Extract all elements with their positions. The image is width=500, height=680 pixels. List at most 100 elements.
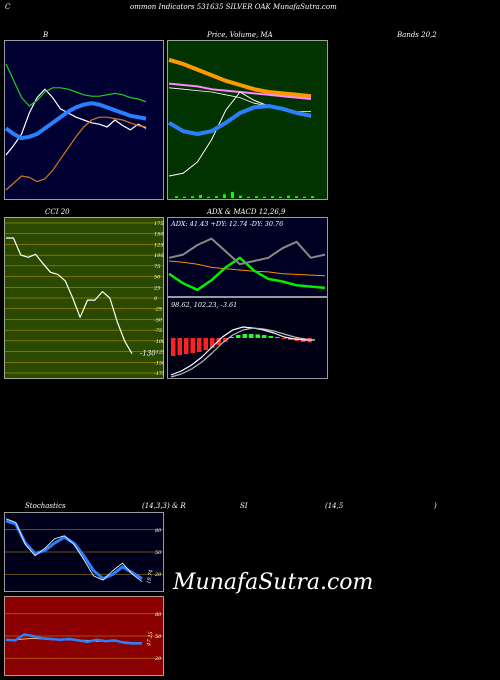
- bollinger-title: B: [43, 31, 49, 39]
- macd-hist-bar: [190, 338, 195, 353]
- cci-tick-label: 175: [154, 221, 164, 227]
- bollinger-series-4: [5, 116, 147, 191]
- volume-bar: [271, 196, 274, 198]
- cci-tick-label: 50: [154, 275, 161, 281]
- stoch-tick-label: 80: [155, 528, 162, 534]
- cci-title: CCI 20: [45, 208, 70, 216]
- macd-hist-bar: [223, 338, 228, 342]
- header-title: ommon Indicators 531635 SILVER OAK Munaf…: [130, 3, 337, 11]
- macd-hist-bar: [262, 335, 267, 338]
- rsi-title-left: SI: [240, 502, 248, 510]
- bollinger-series-1: [5, 88, 147, 156]
- macd-line: [170, 326, 315, 376]
- price-ma-bg: [167, 40, 328, 200]
- adx-bg: [167, 217, 328, 297]
- price-ma-title: Price, Volume, MA: [207, 31, 273, 39]
- cci-tick-label: -100: [154, 339, 164, 345]
- watermark: MunafaSutra.com: [173, 570, 374, 595]
- price-series-5: [167, 104, 312, 136]
- adx-series-2: [168, 256, 326, 292]
- macd-hist-bar: [177, 338, 182, 355]
- rsi-chart: 80 50 20 47.25: [4, 596, 164, 676]
- cci-tick-label: 75: [154, 264, 160, 270]
- volume-bar: [191, 196, 194, 198]
- bollinger-series-2: [4, 101, 147, 141]
- volume-bar: [223, 194, 226, 198]
- adx-series-1: [168, 260, 326, 277]
- cci-tick-label: 125: [154, 242, 164, 248]
- cci-last-label: -130: [140, 350, 156, 358]
- volume-bar: [295, 196, 298, 198]
- cci-tick-label: -150: [154, 360, 164, 366]
- macd-hist-bar: [236, 335, 241, 338]
- macd-hist-bar: [184, 338, 189, 354]
- volume-bar: [247, 196, 250, 198]
- adx-readout: ADX: 41.43 +DY: 12.74 -DY: 30.76: [170, 220, 283, 228]
- macd-hist-bar: [249, 334, 254, 338]
- volume-bar: [183, 196, 186, 198]
- cci-tick-label: -25: [154, 307, 162, 313]
- volume-bar: [207, 196, 210, 198]
- rsi-tick-label: 50: [155, 634, 162, 640]
- bollinger-title-right: Bands 20,2: [397, 31, 437, 39]
- macd-hist-bar: [210, 338, 215, 348]
- cci-tick-label: -75: [154, 328, 162, 334]
- macd-hist-bar: [203, 338, 208, 350]
- stoch-tick-label: 50: [155, 550, 162, 556]
- cci-tick-label: -175: [154, 371, 164, 377]
- macd-chart: 98.62, 102.23, -3.61: [167, 297, 328, 379]
- volume-bar: [303, 196, 306, 198]
- cci-tick-label: 25: [153, 285, 160, 291]
- volume-bar: [215, 196, 218, 198]
- cci-line: [6, 237, 133, 355]
- macd-hist-bar: [216, 338, 221, 345]
- volume-bar: [239, 195, 242, 198]
- rsi-line: [5, 633, 142, 645]
- volume-bar: [231, 192, 234, 198]
- macd-hist-bar: [268, 336, 273, 338]
- adx-series-3: [168, 237, 326, 266]
- header-c-letter: C: [5, 3, 11, 11]
- volume-bar: [311, 196, 314, 198]
- rsi-last-label: 47.25: [146, 631, 155, 647]
- macd-hist-bar: [197, 338, 202, 352]
- cci-tick-label: -125: [154, 350, 164, 356]
- macd-hist-bar: [229, 337, 234, 338]
- rsi-tick-label: 80: [155, 612, 162, 618]
- macd-hist-bar: [281, 338, 286, 339]
- macd-hist-bar: [288, 338, 293, 340]
- price-ma-chart: [167, 40, 328, 200]
- volume-bar: [279, 196, 282, 198]
- stoch-d-line: [5, 519, 143, 581]
- macd-hist-bar: [255, 334, 260, 338]
- adx-title: ADX & MACD 12,26,9: [207, 208, 286, 216]
- volume-bar: [199, 195, 202, 198]
- volume-bar: [287, 195, 290, 198]
- rsi-title-far: ): [434, 502, 437, 510]
- cci-tick-label: 0: [154, 296, 158, 302]
- volume-bar: [175, 196, 178, 198]
- adx-chart: ADX: 41.43 +DY: 12.74 -DY: 30.76: [167, 217, 328, 297]
- price-series-1: [168, 57, 312, 99]
- stoch-last-label: 19.74: [146, 569, 154, 584]
- stoch-title-right: (14,3,3) & R: [142, 502, 186, 510]
- stoch-title-left: Stochastics: [25, 502, 66, 510]
- bollinger-series-3: [5, 63, 147, 107]
- stoch-k-line: [5, 518, 143, 582]
- volume-bar: [263, 196, 266, 198]
- macd-signal-line: [170, 327, 316, 378]
- rsi-title-right: (14,5: [325, 502, 344, 510]
- cci-tick-label: 150: [154, 232, 164, 238]
- cci-tick-label: 100: [154, 253, 164, 259]
- macd-hist-bar: [242, 334, 247, 338]
- stoch-tick-label: 20: [154, 572, 162, 578]
- macd-hist-bar: [171, 338, 176, 356]
- macd-hist-bar: [275, 337, 280, 338]
- cci-tick-label: -50: [154, 317, 163, 323]
- rsi-tick-label: 20: [154, 656, 162, 662]
- bollinger-chart: [4, 40, 164, 200]
- volume-bar: [255, 196, 258, 198]
- macd-readout: 98.62, 102.23, -3.61: [171, 301, 237, 309]
- cci-chart: 175 150 125 100 75 50 25 0 -25 -50 -75 -100 -125 -150…: [4, 217, 164, 379]
